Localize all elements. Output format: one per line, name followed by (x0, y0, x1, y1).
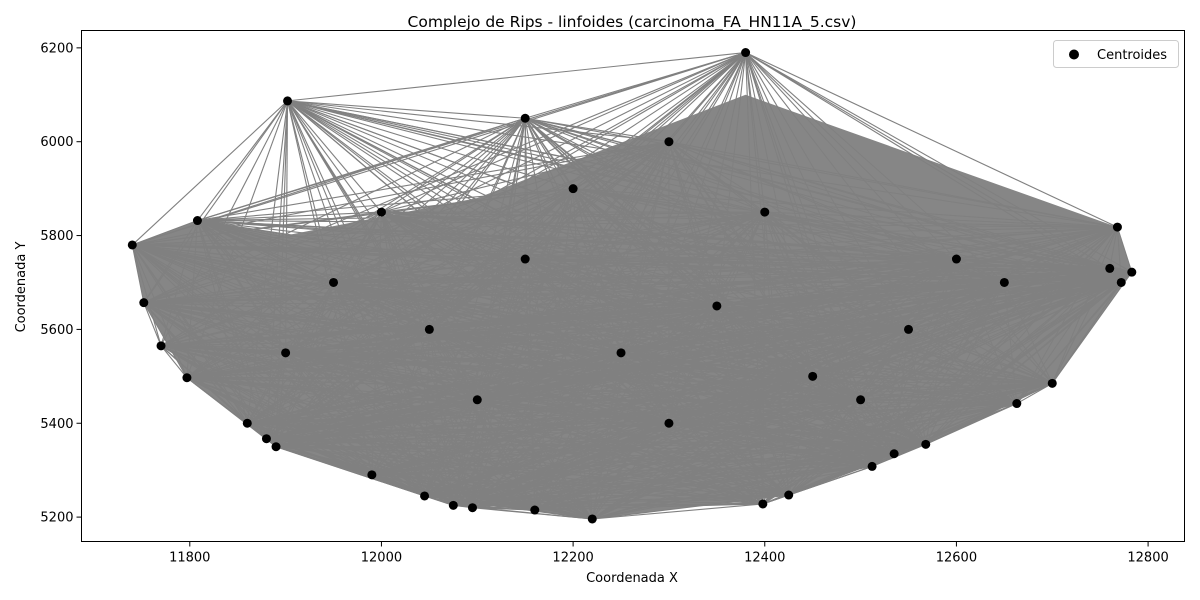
y-tick-label: 5200 (40, 511, 73, 526)
centroid-point (367, 470, 377, 480)
rips-edge (287, 52, 746, 102)
centroid-point (424, 324, 434, 334)
centroid-point (587, 514, 597, 524)
edge-density-fill (132, 94, 1132, 519)
centroid-point (664, 418, 674, 428)
centroid-point (712, 301, 722, 311)
rips-edge (381, 117, 526, 213)
centroid-point (467, 503, 477, 513)
centroid-point (242, 418, 252, 428)
centroid-point (758, 499, 768, 509)
x-tick-label: 12200 (552, 551, 593, 566)
rips-edge (197, 117, 526, 222)
centroid-point (1012, 399, 1022, 409)
centroid-point (156, 341, 166, 351)
centroid-point (182, 373, 192, 383)
centroid-point (616, 348, 626, 358)
centroid-point (1127, 267, 1137, 277)
legend-box (1053, 40, 1179, 68)
centroid-point (1112, 222, 1122, 232)
legend-label: Centroides (1097, 48, 1167, 63)
centroid-point (568, 184, 578, 194)
chart-title: Complejo de Rips - linfoides (carcinoma_… (408, 13, 857, 32)
centroid-point (281, 348, 291, 358)
centroid-point (376, 207, 386, 217)
centroid-point (1116, 277, 1126, 287)
y-tick-label: 6000 (40, 135, 73, 150)
centroid-point (856, 395, 866, 405)
centroid-point (530, 505, 540, 515)
centroid-points (127, 48, 1137, 524)
centroid-point (520, 113, 530, 123)
rips-edge (525, 52, 746, 119)
centroid-point (271, 442, 281, 452)
centroid-point (139, 298, 149, 308)
rips-edge (197, 211, 382, 222)
x-tick-label: 11800 (169, 551, 210, 566)
x-tick-label: 12600 (936, 551, 977, 566)
rips-edge (287, 100, 526, 119)
rips-edge (132, 52, 746, 246)
y-tick-label: 6200 (40, 41, 73, 56)
rips-edge (131, 100, 288, 246)
centroid-point (329, 277, 339, 287)
centroid-point (448, 500, 458, 510)
y-axis-label: Coordenada Y (14, 242, 29, 333)
x-tick-label: 12800 (1127, 551, 1168, 566)
centroid-point (867, 461, 877, 471)
plot-frame (81, 30, 1185, 542)
x-axis-label: Coordenada X (586, 571, 678, 586)
centroid-point (520, 254, 530, 264)
y-tick-label: 5600 (40, 323, 73, 338)
centroid-point (808, 371, 818, 381)
legend: Centroides (1053, 40, 1179, 68)
y-axis: 5200 5400 5600 5800 6000 6200 (40, 41, 82, 526)
centroid-point (420, 491, 430, 501)
centroid-point (127, 240, 137, 250)
centroid-point (784, 490, 794, 500)
rips-edge (143, 302, 162, 347)
centroid-point (1047, 378, 1057, 388)
centroid-point (472, 395, 482, 405)
x-tick-label: 12400 (744, 551, 785, 566)
y-tick-label: 5400 (40, 417, 73, 432)
x-axis: 11800 12000 12200 12400 12600 12800 (169, 541, 1169, 566)
rips-edge (745, 52, 1118, 228)
centroid-point (261, 434, 271, 444)
rips-edge (1016, 382, 1053, 405)
legend-marker (1069, 49, 1079, 60)
x-tick-label: 12000 (361, 551, 402, 566)
rips-edge (592, 503, 763, 520)
centroid-point (921, 439, 931, 449)
centroid-point (1105, 263, 1115, 273)
centroid-point (889, 449, 899, 459)
centroid-point (192, 216, 202, 226)
centroid-point (664, 137, 674, 147)
centroid-point (283, 96, 293, 106)
centroid-point (904, 324, 914, 334)
rips-edge (287, 100, 669, 143)
centroid-point (951, 254, 961, 264)
rips-edges (131, 52, 1133, 520)
rips-edge (160, 345, 188, 379)
centroid-point (760, 207, 770, 217)
y-tick-label: 5800 (40, 229, 73, 244)
rips-edge (287, 100, 382, 213)
centroid-point (999, 277, 1009, 287)
centroid-point (741, 48, 751, 58)
rips-edge (381, 52, 746, 213)
rips-edge (197, 100, 288, 221)
